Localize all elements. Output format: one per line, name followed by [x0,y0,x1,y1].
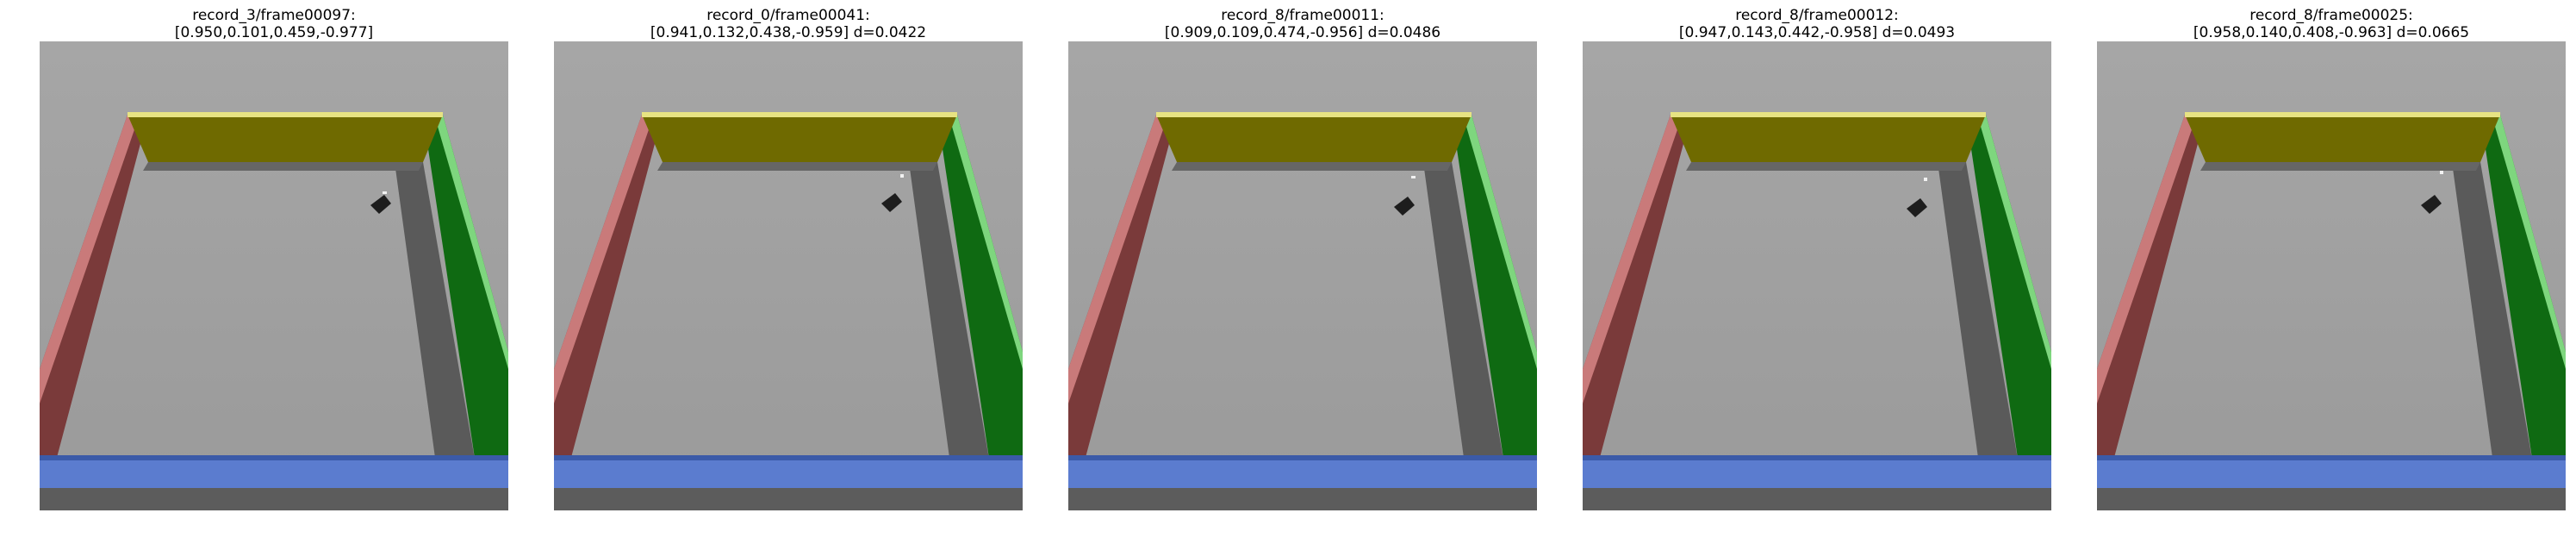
panel-title: record_8/frame00011: [0.909,0.109,0.474,… [1068,7,1537,41]
right-wall-top [1977,115,2051,369]
left-wall [2097,115,2206,464]
right-wall-top [949,115,1023,369]
panel-title-line-2: [0.909,0.109,0.474,-0.956] d=0.0486 [1164,24,1441,41]
back-wall-top [2185,112,2500,117]
front-wall-top [1583,455,2051,460]
panel-title: record_3/frame00097: [0.950,0.101,0.459,… [40,7,508,41]
inner-shadow-top [1172,162,1452,171]
back-wall [2185,115,2500,162]
front-wall [2097,455,2566,488]
front-wall [40,455,508,488]
right-wall [423,115,508,464]
panel-1: record_3/frame00097: [0.950,0.101,0.459,… [40,0,508,538]
front-wall-top [2097,455,2566,460]
back-wall-top [128,112,443,117]
front-wall-top [40,455,508,460]
left-wall-top [2097,115,2197,404]
front-wall [1583,455,2051,488]
panel-5: record_8/frame00025: [0.958,0.140,0.408,… [2097,0,2566,538]
front-wall-base [40,488,508,510]
front-wall-base [1583,488,2051,510]
right-wall [1452,115,1537,464]
left-wall-top [1583,115,1683,404]
back-wall [128,115,443,162]
left-wall-top [1068,115,1168,404]
left-wall-top [40,115,140,404]
panel-title-line-1: record_3/frame00097: [192,7,356,24]
panel-title-line-1: record_0/frame00041: [706,7,870,24]
front-wall-base [1068,488,1537,510]
panel-4: record_8/frame00012: [0.947,0.143,0.442,… [1583,0,2051,538]
inner-shadow-right [909,162,990,464]
inner-shadow-right [1423,162,1504,464]
right-wall-top [434,115,508,369]
inner-shadow-top [143,162,423,171]
back-wall-top [1156,112,1472,117]
panel-title: record_0/frame00041: [0.941,0.132,0.438,… [554,7,1023,41]
front-wall [1068,455,1537,488]
back-wall-top [642,112,957,117]
panel-2: record_0/frame00041: [0.941,0.132,0.438,… [554,0,1023,538]
front-wall [554,455,1023,488]
inner-shadow-top [657,162,937,171]
back-wall-top [1671,112,1986,117]
left-wall [1068,115,1177,464]
left-wall [554,115,663,464]
arena-render [2097,41,2566,510]
left-wall-top [554,115,654,404]
panel-title-line-1: record_8/frame00012: [1735,7,1899,24]
panel-title-line-1: record_8/frame00025: [2249,7,2413,24]
front-wall-base [554,488,1023,510]
panel-title: record_8/frame00025: [0.958,0.140,0.408,… [2097,7,2566,41]
inner-shadow-right [395,162,476,464]
inner-shadow-top [2200,162,2480,171]
front-wall-base [2097,488,2566,510]
panel-title-line-2: [0.950,0.101,0.459,-0.977] [174,24,374,41]
arena-render [1068,41,1537,510]
back-wall [642,115,957,162]
panel-3: record_8/frame00011: [0.909,0.109,0.474,… [1068,0,1537,538]
front-wall-top [554,455,1023,460]
inner-shadow-top [1686,162,1966,171]
robot-icon [2421,171,2443,214]
right-wall [937,115,1023,464]
left-wall [1583,115,1691,464]
robot-icon [1394,176,1416,216]
panel-title: record_8/frame00012: [0.947,0.143,0.442,… [1583,7,2051,41]
arena-render [1583,41,2051,510]
panel-title-line-1: record_8/frame00011: [1221,7,1384,24]
robot-icon [1907,178,1927,217]
arena-render [554,41,1023,510]
robot-icon [370,191,391,214]
panel-title-line-2: [0.941,0.132,0.438,-0.959] d=0.0422 [650,24,927,41]
right-wall [1966,115,2051,464]
front-wall-top [1068,455,1537,460]
right-wall [2480,115,2566,464]
back-wall [1156,115,1472,162]
panel-title-line-2: [0.947,0.143,0.442,-0.958] d=0.0493 [1678,24,1956,41]
back-wall [1671,115,1986,162]
arena-render [40,41,508,510]
inner-shadow-right [1938,162,2019,464]
right-wall-top [2492,115,2566,369]
left-wall [40,115,148,464]
inner-shadow-right [2452,162,2533,464]
panel-title-line-2: [0.958,0.140,0.408,-0.963] d=0.0665 [2193,24,2470,41]
right-wall-top [1463,115,1537,369]
robot-icon [881,174,904,212]
